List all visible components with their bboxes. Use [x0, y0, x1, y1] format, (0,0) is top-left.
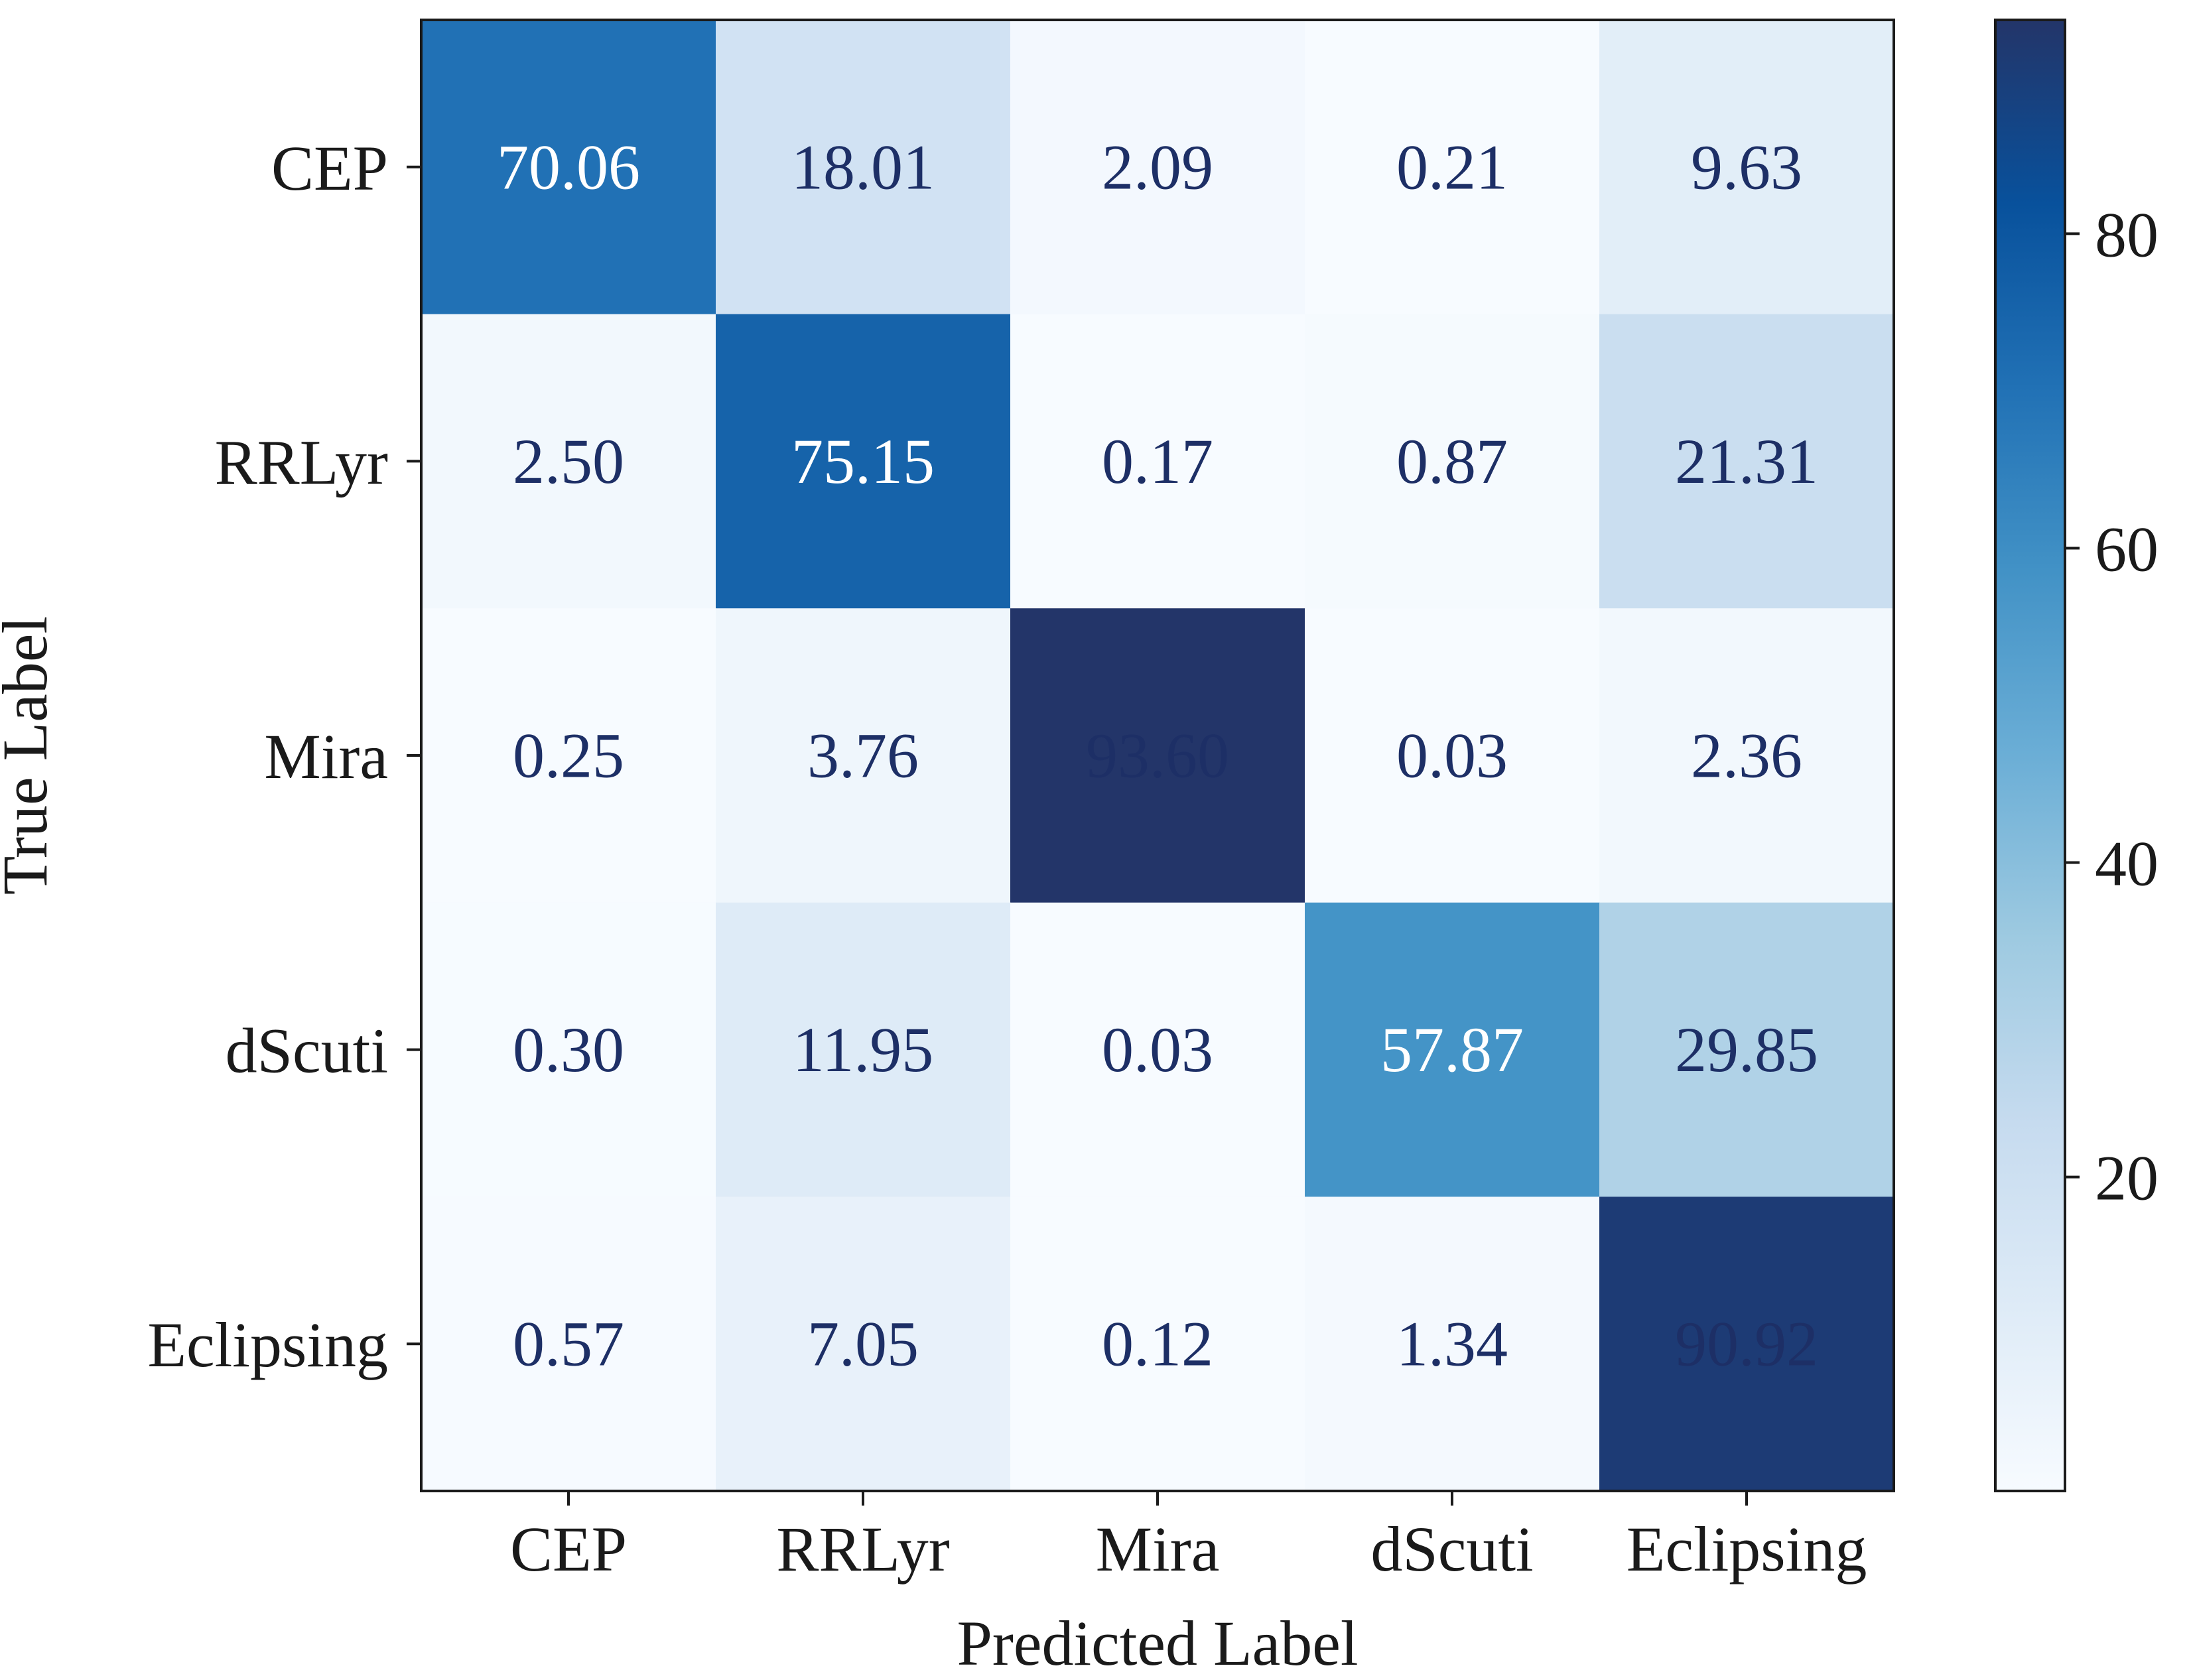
colorbar: 20 40 60 80 — [1994, 19, 2159, 1492]
heatmap-cells — [421, 20, 1894, 1492]
cell-value-label: 0.21 — [1396, 131, 1508, 202]
cell-value-label: 90.92 — [1675, 1309, 1818, 1380]
y-tick-label: CEP — [271, 133, 388, 204]
cell-value-label: 29.85 — [1675, 1014, 1818, 1085]
cell-value-label: 0.17 — [1102, 426, 1213, 497]
cell-value-label: 0.30 — [513, 1014, 624, 1085]
cell-value-label: 0.12 — [1102, 1309, 1213, 1380]
colorbar-tick-label: 60 — [2095, 513, 2159, 584]
cell-value-label: 2.50 — [513, 426, 624, 497]
x-tick-label: CEP — [510, 1514, 627, 1584]
heatmap-cell — [1010, 314, 1305, 609]
heatmap-cell — [716, 902, 1011, 1197]
y-axis-title: True Label — [0, 616, 60, 895]
cell-value-label: 3.76 — [807, 720, 919, 791]
heatmap-cell — [421, 1196, 716, 1492]
heatmap-cell — [1305, 1196, 1600, 1492]
y-tick-label: dScuti — [226, 1015, 388, 1086]
y-tick-label: RRLyr — [215, 426, 388, 497]
x-tick-label: Mira — [1096, 1514, 1220, 1584]
heatmap-cell — [1599, 20, 1894, 315]
cell-value-label: 57.87 — [1380, 1014, 1524, 1085]
heatmap-cell — [421, 20, 716, 315]
cell-value-label: 0.87 — [1396, 426, 1508, 497]
heatmap-cell — [1305, 20, 1600, 315]
colorbar-tick-label: 20 — [2095, 1143, 2159, 1214]
cell-value-label: 11.95 — [793, 1014, 933, 1085]
cell-value-label: 75.15 — [791, 426, 935, 497]
colorbar-tick-label: 80 — [2095, 199, 2159, 270]
heatmap-cell — [716, 314, 1011, 609]
cell-value-label: 0.25 — [513, 720, 624, 791]
x-tick-label: RRLyr — [776, 1514, 949, 1584]
cell-value-label: 1.34 — [1396, 1309, 1508, 1380]
colorbar-tick-label: 40 — [2095, 828, 2159, 899]
axes: CEP RRLyr Mira dScuti Eclipsing CEP RRLyr Mira d… — [147, 19, 1895, 1584]
heatmap-cell — [1010, 902, 1305, 1197]
cell-value-label: 2.09 — [1102, 131, 1213, 202]
heatmap-cell — [716, 20, 1011, 315]
heatmap-cell — [1010, 608, 1305, 903]
cell-value-label: 93.60 — [1086, 720, 1229, 791]
heatmap-cell — [1305, 608, 1600, 903]
cell-value-label: 0.03 — [1396, 720, 1508, 791]
heatmap-cell — [421, 608, 716, 903]
heatmap-cell — [421, 902, 716, 1197]
colorbar-frame — [1994, 19, 2066, 1492]
cell-value-label: 2.36 — [1691, 720, 1802, 791]
x-tick-label: dScuti — [1370, 1514, 1533, 1584]
heatmap-cell — [1305, 314, 1600, 609]
heatmap-cell — [421, 314, 716, 609]
y-tick-label: Mira — [264, 721, 388, 792]
x-axis-title: Predicted Label — [957, 1608, 1358, 1679]
heatmap-cell — [716, 1196, 1011, 1492]
heatmap-cell — [1599, 314, 1894, 609]
cell-value-label: 21.31 — [1675, 426, 1818, 497]
heatmap-cell — [1305, 902, 1600, 1197]
cell-value-label: 0.57 — [513, 1309, 624, 1380]
heatmap-cell — [1599, 608, 1894, 903]
heatmap-cell — [1010, 1196, 1305, 1492]
heatmap-cell — [1599, 902, 1894, 1197]
cell-value-label: 0.03 — [1102, 1014, 1213, 1085]
cell-value-label: 18.01 — [791, 131, 935, 202]
colorbar-gradient — [1995, 20, 2065, 1491]
cell-value-label: 9.63 — [1691, 131, 1802, 202]
heatmap-cell — [1010, 20, 1305, 315]
y-tick-label: Eclipsing — [147, 1309, 388, 1380]
heatmap-cell — [1599, 1196, 1894, 1492]
cell-value-label: 7.05 — [807, 1309, 919, 1380]
x-tick-label: Eclipsing — [1627, 1514, 1867, 1584]
cell-value-label: 70.06 — [497, 131, 640, 202]
heatmap-cell — [716, 608, 1011, 903]
cell-value-labels: 70.06 18.01 2.09 0.21 9.63 2.50 75.15 0.17 0.87 2… — [497, 131, 1818, 1379]
